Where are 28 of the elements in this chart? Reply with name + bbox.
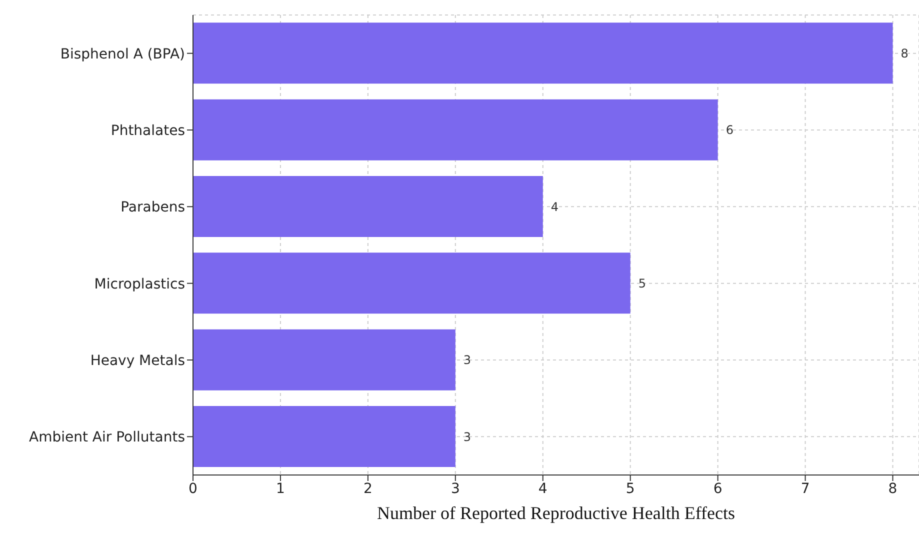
x-tick-label: 6 <box>713 480 722 497</box>
x-tick-label: 1 <box>276 480 285 497</box>
data-label: 6 <box>726 123 734 138</box>
y-tick-label: Heavy Metals <box>90 352 185 369</box>
x-tick-label: 2 <box>363 480 372 497</box>
x-tick-label: 8 <box>888 480 898 497</box>
x-tick-label: 3 <box>450 480 460 497</box>
x-tick-label: 7 <box>800 480 810 497</box>
x-tick-label: 5 <box>626 480 635 497</box>
data-label: 3 <box>463 353 472 368</box>
bar <box>193 329 456 390</box>
data-label: 8 <box>900 46 908 60</box>
y-tick-label: Bisphenol A (BPA) <box>60 46 185 62</box>
x-tick-label: 4 <box>538 480 548 497</box>
data-label: 3 <box>463 430 472 444</box>
data-label: 5 <box>638 276 646 290</box>
y-tick-label: Microplastics <box>94 276 185 292</box>
data-label: 4 <box>550 200 559 214</box>
y-tick-label: Parabens <box>120 200 185 216</box>
y-tick-label: Phthalates <box>110 122 185 139</box>
y-tick-label: Ambient Air Pollutants <box>29 430 185 446</box>
bar <box>193 406 456 467</box>
x-tick-label: 0 <box>188 480 198 497</box>
bar <box>193 22 893 84</box>
x-axis-title: Number of Reported Reproductive Health Effects <box>376 503 736 523</box>
bar <box>193 99 718 160</box>
bar <box>193 252 630 314</box>
bar <box>193 176 543 237</box>
